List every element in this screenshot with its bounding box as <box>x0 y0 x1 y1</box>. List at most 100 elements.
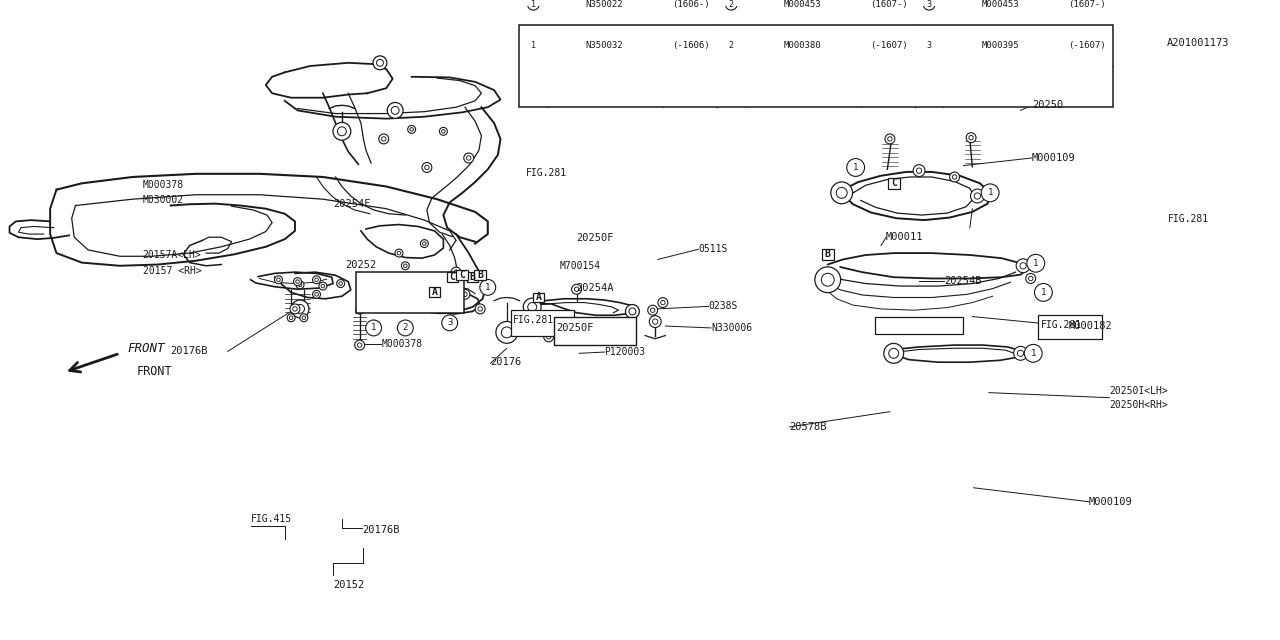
Circle shape <box>420 239 429 248</box>
Circle shape <box>296 281 303 289</box>
Text: 20254A: 20254A <box>576 283 614 293</box>
Circle shape <box>527 0 539 10</box>
Text: 20176: 20176 <box>490 357 521 367</box>
Circle shape <box>726 0 737 10</box>
Circle shape <box>527 40 539 51</box>
Text: 20254B: 20254B <box>945 276 982 286</box>
Text: 20157 <RH>: 20157 <RH> <box>143 266 201 276</box>
Text: C: C <box>449 272 456 282</box>
Text: 20250: 20250 <box>1032 100 1064 110</box>
Text: M000453: M000453 <box>783 0 822 9</box>
Circle shape <box>291 300 308 318</box>
Circle shape <box>357 343 362 348</box>
Text: 0238S: 0238S <box>709 301 737 312</box>
Text: 1: 1 <box>371 323 376 332</box>
Circle shape <box>296 305 305 314</box>
Circle shape <box>544 332 554 342</box>
Circle shape <box>913 164 925 177</box>
Text: 1: 1 <box>1033 259 1038 268</box>
Circle shape <box>923 40 936 51</box>
Circle shape <box>952 175 957 179</box>
Text: 2: 2 <box>728 0 733 9</box>
Circle shape <box>884 134 895 144</box>
Text: B: B <box>470 272 475 282</box>
Circle shape <box>1025 273 1036 284</box>
Circle shape <box>291 304 300 314</box>
Text: 3: 3 <box>927 41 932 50</box>
Circle shape <box>302 316 306 319</box>
Text: C: C <box>891 179 897 188</box>
Circle shape <box>1018 350 1024 356</box>
Text: (1607-): (1607-) <box>869 0 908 9</box>
Text: 20250F: 20250F <box>576 233 614 243</box>
Circle shape <box>502 327 512 338</box>
Circle shape <box>355 340 365 350</box>
Circle shape <box>888 348 899 358</box>
Text: FRONT: FRONT <box>128 342 165 355</box>
Circle shape <box>366 320 381 336</box>
Circle shape <box>726 40 737 51</box>
Circle shape <box>1028 276 1033 281</box>
Text: N350022: N350022 <box>586 0 623 9</box>
Text: M000109: M000109 <box>1089 497 1133 507</box>
Bar <box>429 287 440 298</box>
Circle shape <box>916 168 922 173</box>
Circle shape <box>289 316 293 319</box>
Circle shape <box>420 286 424 290</box>
Circle shape <box>392 106 399 115</box>
Text: FIG.281: FIG.281 <box>513 316 554 325</box>
Text: 20254F: 20254F <box>333 199 370 209</box>
Text: (-1606): (-1606) <box>672 41 709 50</box>
Bar <box>888 178 900 189</box>
Circle shape <box>1016 259 1030 273</box>
Text: P120003: P120003 <box>604 347 645 357</box>
Text: M000378: M000378 <box>143 180 184 189</box>
Text: 20250F: 20250F <box>557 323 594 333</box>
Circle shape <box>403 264 407 268</box>
Bar <box>520 25 1114 108</box>
Text: A: A <box>431 287 438 298</box>
Circle shape <box>339 282 343 285</box>
Circle shape <box>572 284 581 294</box>
Text: 1: 1 <box>1030 349 1036 358</box>
Text: N330006: N330006 <box>710 323 753 333</box>
Circle shape <box>648 305 658 315</box>
Text: B: B <box>477 269 483 280</box>
Circle shape <box>376 60 384 67</box>
Text: 20250H<RH>: 20250H<RH> <box>1110 400 1169 410</box>
Circle shape <box>422 163 431 172</box>
Text: 3: 3 <box>447 318 452 328</box>
Circle shape <box>276 278 280 282</box>
Text: M000453: M000453 <box>982 0 1019 9</box>
Circle shape <box>847 159 864 177</box>
Text: C: C <box>460 269 466 280</box>
Circle shape <box>442 294 452 304</box>
Circle shape <box>372 56 387 70</box>
Circle shape <box>831 182 852 204</box>
Circle shape <box>356 306 364 314</box>
Circle shape <box>439 127 447 135</box>
Circle shape <box>410 127 413 131</box>
Text: B: B <box>824 250 831 259</box>
Circle shape <box>628 308 636 315</box>
Text: 20176B: 20176B <box>170 346 209 356</box>
Bar <box>356 272 463 314</box>
Circle shape <box>312 291 320 298</box>
Circle shape <box>338 127 347 136</box>
Circle shape <box>442 129 445 133</box>
Text: M000380: M000380 <box>783 41 822 50</box>
Circle shape <box>575 287 579 291</box>
Text: 20250I<LH>: 20250I<LH> <box>1110 386 1169 396</box>
Text: (1607-): (1607-) <box>1068 0 1105 9</box>
Text: A201001173: A201001173 <box>1166 38 1229 47</box>
Circle shape <box>408 125 416 133</box>
Circle shape <box>287 314 296 322</box>
Circle shape <box>970 189 984 203</box>
Text: 1: 1 <box>485 283 490 292</box>
Text: FRONT: FRONT <box>137 365 172 378</box>
Circle shape <box>402 262 410 269</box>
Text: N350032: N350032 <box>586 41 623 50</box>
Circle shape <box>293 307 297 311</box>
Text: (-1607): (-1607) <box>1068 41 1105 50</box>
Circle shape <box>298 283 302 287</box>
